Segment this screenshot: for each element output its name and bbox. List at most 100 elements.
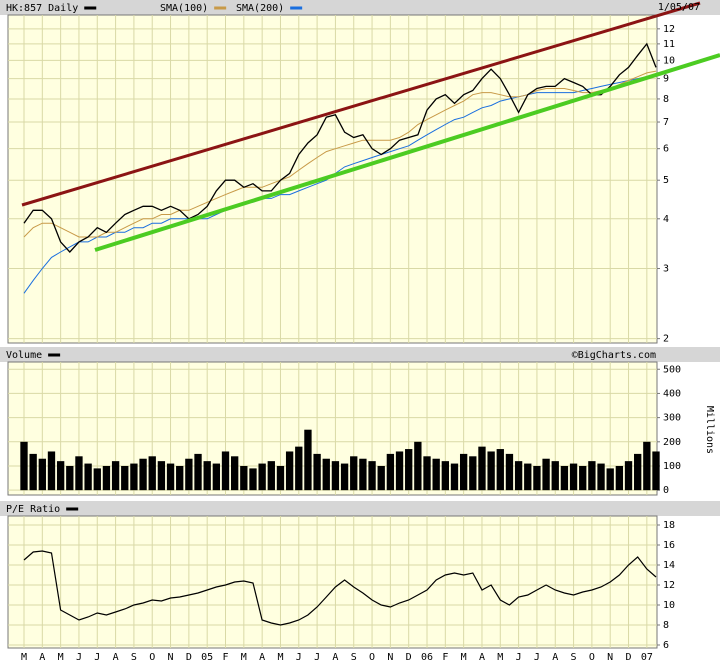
y-tick-label: 11 (663, 39, 675, 50)
x-tick-label: S (571, 652, 577, 663)
bar (121, 465, 129, 491)
y-tick-label: 16 (663, 540, 675, 551)
y-tick-label: 10 (663, 600, 675, 611)
x-tick-label: N (387, 652, 393, 663)
series-line (23, 550, 657, 626)
bar (350, 456, 358, 491)
bar (194, 453, 202, 491)
x-tick-label: 07 (641, 652, 653, 663)
bar (569, 463, 578, 491)
y-tick-label: 10 (663, 55, 675, 66)
x-tick-label: J (296, 652, 302, 663)
x-tick-label: M (277, 652, 283, 663)
x-tick-label: S (131, 652, 137, 663)
legend-label: SMA(100) (160, 3, 208, 14)
lower-trendline (94, 53, 720, 252)
bar (542, 458, 550, 491)
x-tick-label: A (113, 652, 119, 663)
bar (231, 456, 239, 491)
y-tick-label: 8 (663, 94, 669, 105)
x-tick-label: J (94, 652, 100, 663)
x-tick-label: J (534, 652, 540, 663)
bar (93, 468, 101, 491)
bar (496, 449, 504, 491)
x-tick-label: A (552, 652, 558, 663)
bar (505, 453, 514, 491)
bar (478, 446, 486, 491)
y-tick-label: 100 (663, 461, 681, 472)
bar (634, 453, 642, 491)
bar (258, 463, 266, 491)
bar (75, 456, 83, 491)
y-tick-label: 12 (663, 580, 675, 591)
bar (615, 465, 624, 491)
watermark: ©BigCharts.com (572, 350, 656, 361)
bar (322, 458, 330, 491)
bar (579, 465, 587, 491)
series-line (23, 42, 657, 253)
bar (295, 446, 303, 491)
bar (38, 458, 46, 491)
legend-strip (0, 0, 720, 15)
y-axis-label: Millions (704, 406, 715, 454)
y-tick-label: 7 (663, 117, 669, 128)
volume-title: Volume (6, 350, 42, 361)
x-tick-label: M (21, 652, 27, 663)
bar (441, 461, 449, 491)
bar (313, 453, 321, 491)
x-tick-label: O (369, 652, 375, 663)
bar (166, 463, 175, 491)
bar (643, 441, 651, 491)
price-plot (7, 14, 658, 344)
y-tick-label: 0 (663, 485, 669, 496)
bar (249, 468, 257, 491)
bar (212, 463, 221, 491)
bar (276, 465, 285, 491)
x-tick-label: 06 (421, 652, 433, 663)
bar (377, 465, 385, 491)
upper-trendline (21, 1, 701, 207)
x-tick-label: N (168, 652, 174, 663)
y-tick-label: 3 (663, 264, 669, 275)
x-tick-label: A (39, 652, 45, 663)
x-tick-label: D (186, 652, 192, 663)
bar (240, 465, 248, 491)
y-tick-label: 400 (663, 388, 681, 399)
x-tick-label: A (332, 652, 338, 663)
bar (111, 461, 120, 491)
y-tick-label: 18 (663, 520, 675, 531)
y-tick-label: 6 (663, 640, 669, 651)
bar (487, 451, 495, 491)
bar (84, 463, 92, 491)
y-tick-label: 300 (663, 413, 681, 424)
bar (652, 451, 660, 491)
y-tick-label: 8 (663, 620, 669, 631)
bar (405, 449, 413, 491)
x-tick-label: D (626, 652, 632, 663)
x-tick-label: N (607, 652, 613, 663)
bar (29, 453, 37, 491)
x-tick-label: A (259, 652, 265, 663)
bar (56, 461, 65, 491)
pe-title: P/E Ratio (6, 504, 60, 515)
bar (185, 458, 193, 491)
y-tick-label: 500 (663, 364, 681, 375)
bar (386, 453, 395, 491)
bar (624, 461, 633, 491)
bar (148, 456, 156, 491)
x-tick-label: J (314, 652, 320, 663)
bar (176, 465, 184, 491)
x-tick-label: M (58, 652, 64, 663)
bar (304, 429, 312, 491)
bar (221, 451, 230, 491)
bar (588, 461, 596, 491)
x-tick-label: M (241, 652, 247, 663)
bar (47, 451, 56, 491)
bar (130, 463, 138, 491)
y-tick-label: 2 (663, 334, 669, 345)
bar (66, 465, 74, 491)
pe-plot (7, 515, 658, 649)
bar (359, 458, 367, 491)
bar (414, 441, 422, 491)
